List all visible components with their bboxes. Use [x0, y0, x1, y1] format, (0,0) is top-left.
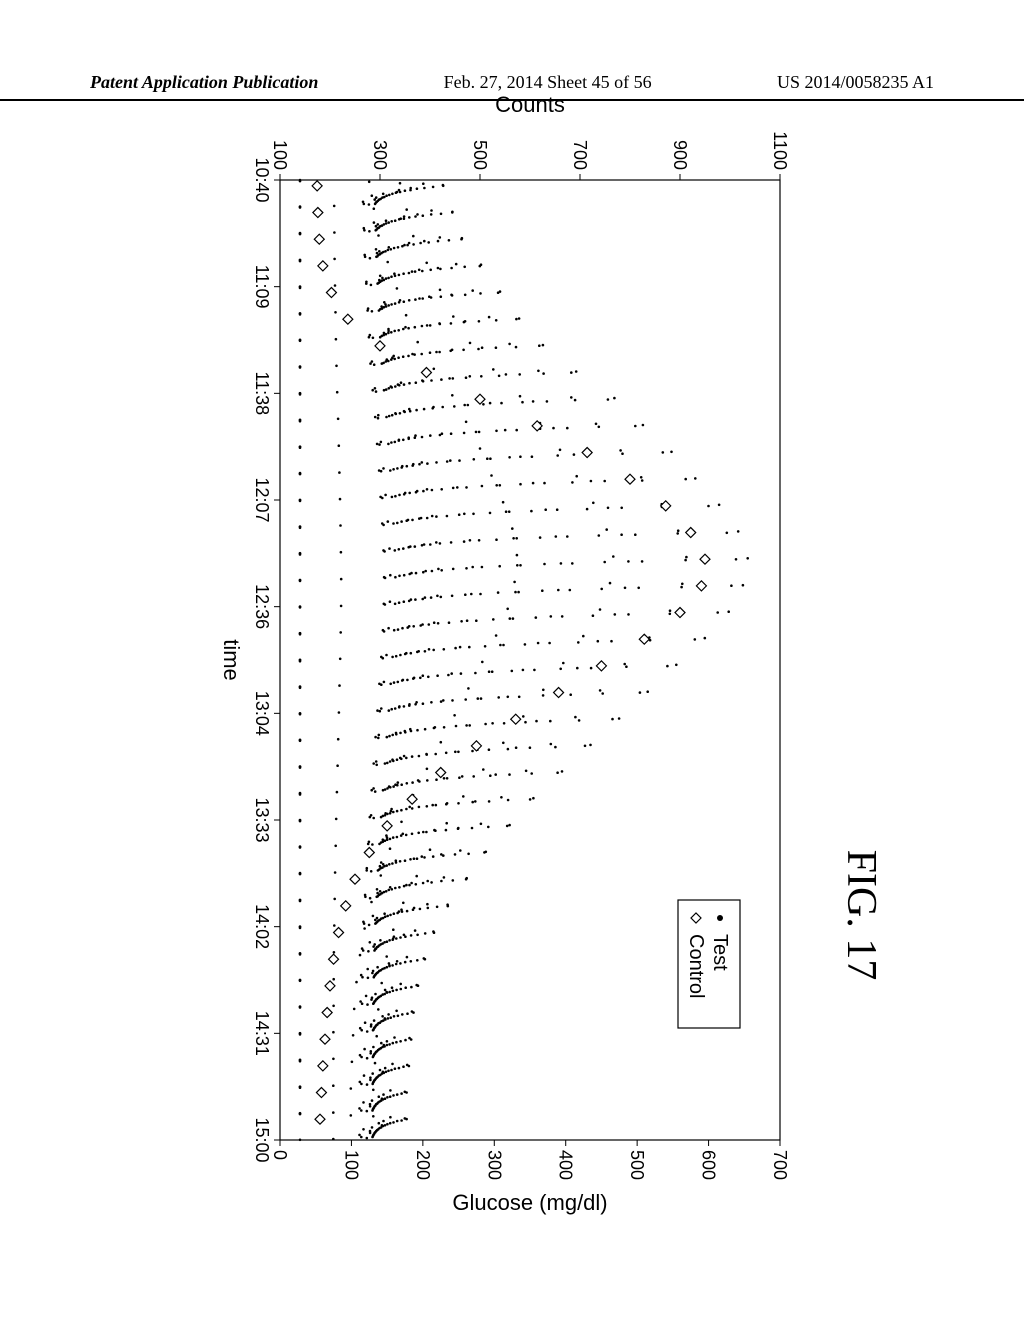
svg-text:100: 100 — [341, 1150, 361, 1180]
figure-rotated-container: 100 300 500 700 900 1100 0 100 200 300 400 500 600 70… — [190, 90, 830, 1230]
svg-text:11:09: 11:09 — [252, 265, 272, 309]
svg-text:Control: Control — [685, 934, 707, 998]
svg-text:400: 400 — [556, 1150, 576, 1180]
svg-text:1100: 1100 — [770, 131, 790, 170]
svg-text:600: 600 — [699, 1150, 719, 1180]
svg-text:time: time — [219, 639, 244, 681]
svg-text:500: 500 — [627, 1150, 647, 1180]
svg-text:14:31: 14:31 — [252, 1011, 272, 1056]
svg-text:14:02: 14:02 — [252, 904, 272, 949]
svg-text:700: 700 — [570, 140, 590, 170]
svg-text:10:40: 10:40 — [252, 157, 272, 202]
svg-text:13:33: 13:33 — [252, 797, 272, 842]
svg-text:500: 500 — [470, 140, 490, 170]
page: Patent Application Publication Feb. 27, … — [0, 0, 1024, 1320]
svg-text:200: 200 — [413, 1150, 433, 1180]
figure-label: FIG. 17 — [835, 815, 885, 1015]
svg-text:12:07: 12:07 — [252, 477, 272, 522]
svg-text:12:36: 12:36 — [252, 584, 272, 629]
svg-text:Test: Test — [709, 934, 731, 971]
svg-text:900: 900 — [670, 140, 690, 170]
svg-text:300: 300 — [484, 1150, 504, 1180]
glucose-counts-chart: 100 300 500 700 900 1100 0 100 200 300 400 500 600 70… — [190, 90, 830, 1230]
svg-text:0: 0 — [270, 1150, 290, 1160]
svg-text:Counts: Counts — [495, 92, 565, 117]
svg-text:Glucose (mg/dl): Glucose (mg/dl) — [452, 1190, 607, 1215]
svg-text:15:00: 15:00 — [252, 1117, 272, 1162]
svg-text:700: 700 — [770, 1150, 790, 1180]
svg-text:11:38: 11:38 — [252, 371, 272, 415]
svg-text:100: 100 — [270, 140, 290, 170]
svg-text:13:04: 13:04 — [252, 691, 272, 736]
svg-text:300: 300 — [370, 140, 390, 170]
